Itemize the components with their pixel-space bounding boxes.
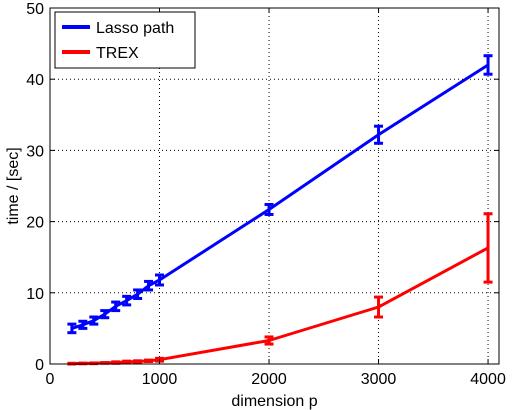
error-bar-lasso-path (100, 309, 110, 320)
error-bar-lasso-path (89, 315, 99, 326)
series-layer (67, 54, 493, 366)
x-tick-label: 2000 (251, 371, 287, 388)
error-bar-lasso-path (374, 124, 384, 145)
error-bar-trex (483, 212, 493, 284)
error-bar-trex (374, 295, 384, 319)
y-tick-label: 40 (26, 72, 44, 89)
error-bar-trex (100, 361, 110, 365)
error-bar-lasso-path (133, 288, 143, 300)
legend-box (54, 11, 196, 69)
error-bar-lasso-path (264, 203, 274, 216)
error-bar-trex (144, 358, 154, 364)
error-bar-lasso-path (122, 294, 132, 307)
x-axis-label: dimension p (231, 393, 317, 410)
error-bar-lasso-path (155, 273, 165, 287)
y-tick-label: 20 (26, 215, 44, 232)
error-bar-trex (133, 359, 143, 364)
y-axis-label: time / [sec] (5, 147, 22, 224)
x-tick-label: 4000 (470, 371, 506, 388)
series-line-lasso-path (71, 63, 489, 330)
x-tick-label: 1000 (142, 371, 178, 388)
series-line-trex (71, 246, 489, 366)
plot-frame (49, 7, 500, 365)
y-tick-label: 30 (26, 143, 44, 160)
legend: Lasso path TREX (54, 11, 196, 69)
error-bar-trex (111, 360, 121, 365)
error-bar-trex (122, 359, 132, 365)
x-tick-label: 0 (46, 371, 55, 388)
y-tick-label: 50 (26, 1, 44, 18)
legend-label-trex: TREX (96, 45, 139, 62)
error-bar-lasso-path (67, 322, 77, 335)
legend-label-lasso-path: Lasso path (96, 20, 174, 37)
error-bar-lasso-path (78, 319, 88, 330)
y-tick-label: 10 (26, 286, 44, 303)
error-bar-lasso-path (111, 300, 121, 313)
error-bar-lasso-path (483, 54, 493, 76)
error-bar-lasso-path (144, 279, 154, 292)
axis-ticks: 0 1000 2000 3000 4000 0 10 20 30 40 50 (26, 1, 506, 388)
x-tick-label: 3000 (361, 371, 397, 388)
error-bar-trex (264, 335, 274, 346)
y-tick-label: 0 (35, 357, 44, 374)
